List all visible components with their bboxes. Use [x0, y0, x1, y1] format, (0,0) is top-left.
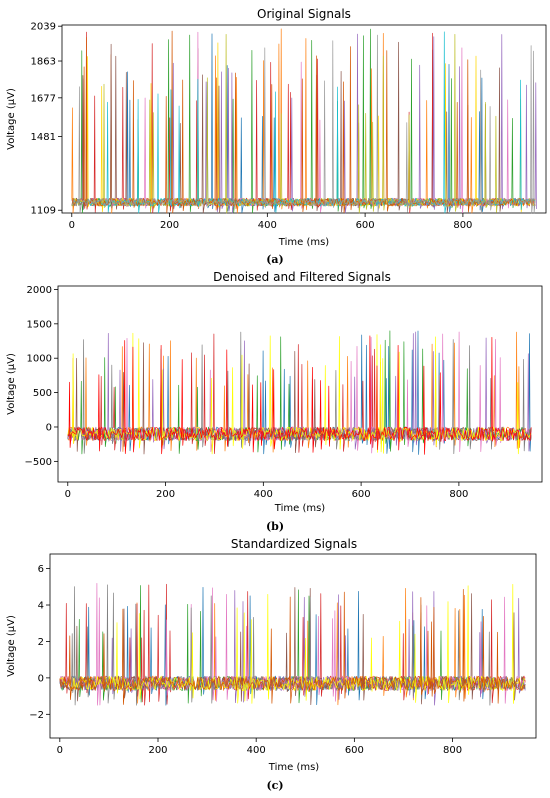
y-tick-label: 1677 [31, 93, 56, 104]
panel-label: (b) [266, 520, 284, 533]
x-axis-ticks: 0 200 400 600 800 [65, 482, 468, 500]
signal-trace [71, 28, 536, 214]
x-tick-label: 0 [69, 220, 75, 231]
x-tick-label: 400 [254, 489, 273, 500]
y-tick-label: 500 [33, 388, 52, 399]
y-tick-label: 1481 [31, 132, 56, 143]
signal-traces [71, 28, 537, 214]
y-tick-label: 1109 [31, 206, 56, 217]
x-tick-label: 600 [356, 220, 375, 231]
x-tick-label: 600 [352, 489, 371, 500]
x-tick-label: 200 [148, 745, 167, 756]
plot-frame [61, 24, 547, 214]
signal-trace [71, 33, 537, 214]
y-tick-label: −500 [25, 457, 52, 468]
x-tick-label: 600 [345, 745, 364, 756]
signal-trace [71, 34, 536, 214]
y-tick-label: −2 [29, 710, 44, 721]
panel-label: (a) [266, 253, 284, 266]
y-axis-ticks: −500 0 500 1000 1500 2000 [25, 285, 58, 468]
x-tick-label: 400 [258, 220, 277, 231]
x-axis-ticks: 0 200 400 600 800 [57, 738, 462, 756]
y-tick-label: 1500 [27, 319, 52, 330]
y-axis-label: Voltage (µV) [6, 353, 17, 415]
y-axis-ticks: 1109 1481 1677 1863 2039 [31, 22, 62, 217]
x-tick-label: 200 [156, 489, 175, 500]
y-axis-label: Voltage (µV) [6, 615, 17, 677]
signal-trace [67, 335, 532, 455]
panel-label: (c) [266, 779, 283, 792]
y-tick-label: 2 [38, 637, 44, 648]
x-tick-label: 0 [65, 489, 71, 500]
chart-title: Original Signals [257, 7, 351, 21]
signal-trace [71, 33, 536, 214]
chart-original-signals: Original Signals 0 200 400 600 800 110914811… [6, 7, 547, 266]
chart-denoised-filtered-signals: Denoised and Filtered Signals 0 200 400 600… [6, 270, 543, 533]
y-axis-label: Voltage (µV) [6, 88, 17, 150]
signal-trace [67, 331, 532, 455]
x-tick-label: 800 [443, 745, 462, 756]
y-axis-ticks: −2 0 2 4 6 [29, 564, 50, 721]
y-tick-label: 0 [38, 673, 44, 684]
x-axis-label: Time (ms) [274, 503, 326, 514]
y-tick-label: 1000 [27, 354, 52, 365]
plot-frame [49, 553, 537, 739]
x-tick-label: 0 [57, 745, 63, 756]
signal-trace [67, 332, 532, 455]
signal-trace [71, 28, 536, 214]
x-tick-label: 400 [247, 745, 266, 756]
signal-traces [67, 330, 532, 455]
y-tick-label: 1863 [31, 57, 56, 68]
y-tick-label: 2000 [27, 285, 52, 296]
signal-trace [71, 42, 536, 213]
chart-title: Standardized Signals [231, 537, 357, 551]
signal-trace [59, 588, 526, 705]
x-tick-label: 800 [449, 489, 468, 500]
signal-trace [71, 31, 536, 214]
y-tick-label: 4 [38, 601, 44, 612]
signal-trace [71, 31, 536, 214]
y-tick-label: 2039 [31, 22, 56, 33]
x-axis-label: Time (ms) [278, 237, 330, 248]
signal-traces [59, 583, 526, 706]
plot-frame [57, 285, 543, 483]
signal-trace [71, 33, 536, 214]
x-tick-label: 200 [160, 220, 179, 231]
signal-trace [71, 41, 536, 214]
x-tick-label: 800 [453, 220, 472, 231]
signal-trace [59, 583, 526, 704]
signal-trace [71, 31, 536, 214]
chart-standardized-signals: Standardized Signals 0 200 400 600 800 −2 0 2 4… [6, 537, 537, 792]
y-tick-label: 0 [46, 422, 52, 433]
chart-title: Denoised and Filtered Signals [213, 270, 391, 284]
x-axis-label: Time (ms) [268, 762, 320, 773]
signal-trace [71, 30, 536, 214]
y-tick-label: 6 [38, 564, 44, 575]
x-axis-ticks: 0 200 400 600 800 [69, 213, 472, 231]
